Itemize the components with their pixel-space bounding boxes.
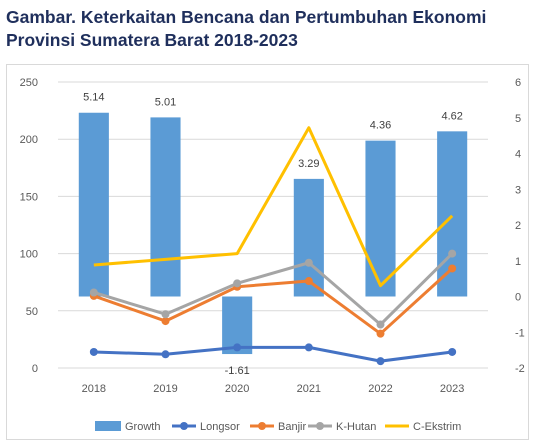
growth-data-label: 3.29 xyxy=(298,158,319,170)
chart-frame xyxy=(6,64,529,440)
series-point-longsor xyxy=(448,347,457,356)
right-tick-label: 3 xyxy=(515,184,521,196)
legend-label-c-ekstrim: C-Ekstrim xyxy=(413,421,461,433)
growth-data-label: 4.36 xyxy=(370,120,391,132)
right-tick-label: 6 xyxy=(515,77,521,89)
left-tick-label: 0 xyxy=(32,363,38,375)
series-point-k-hutan xyxy=(448,249,457,258)
gridlines xyxy=(58,81,488,369)
x-tick-label: 2018 xyxy=(82,383,106,395)
x-tick-label: 2019 xyxy=(153,383,177,395)
series-line-k-hutan xyxy=(93,252,454,327)
series-point-longsor xyxy=(161,350,170,359)
series-point-longsor xyxy=(376,357,385,366)
legend-marker-banjir xyxy=(258,422,266,430)
left-tick-label: 250 xyxy=(20,77,38,89)
growth-bar xyxy=(78,112,109,297)
growth-data-labels: 5.14 5.01 -1.61 3.29 4.36 4.62 xyxy=(83,92,463,377)
legend-label-k-hutan: K-Hutan xyxy=(336,421,376,433)
series-line-longsor xyxy=(93,345,453,363)
series-point-k-hutan xyxy=(161,310,170,319)
right-tick-label: 2 xyxy=(515,220,521,232)
growth-data-label: -1.61 xyxy=(225,365,250,377)
series-point-k-hutan xyxy=(304,258,313,267)
series-point-k-hutan xyxy=(89,288,98,297)
series-point-k-hutan xyxy=(233,279,242,288)
series-point-longsor xyxy=(233,343,242,352)
growth-bar xyxy=(150,117,181,297)
x-axis: 2018 2019 2020 2021 2022 2023 xyxy=(82,383,465,395)
left-tick-label: 100 xyxy=(20,249,38,261)
series-point-k-hutan xyxy=(376,320,385,329)
legend-marker-k-hutan xyxy=(316,422,324,430)
left-axis: 0 50 100 150 200 250 xyxy=(20,77,38,375)
series-point-longsor xyxy=(304,343,313,352)
series-point-banjir xyxy=(304,277,313,286)
chart-title: Gambar. Keterkaitan Bencana dan Pertumbu… xyxy=(6,7,487,50)
x-tick-label: 2021 xyxy=(297,383,321,395)
right-tick-label: -2 xyxy=(515,363,525,375)
x-tick-label: 2023 xyxy=(440,383,464,395)
legend-marker-longsor xyxy=(180,422,188,430)
legend-swatch-growth xyxy=(95,421,121,431)
series-point-banjir xyxy=(376,329,385,338)
growth-data-label: 4.62 xyxy=(441,110,462,122)
line-series xyxy=(89,126,457,366)
legend-label-banjir: Banjir xyxy=(278,421,306,433)
right-tick-label: 5 xyxy=(515,113,521,125)
right-tick-label: 4 xyxy=(515,149,521,161)
right-tick-label: 0 xyxy=(515,292,521,304)
series-line-banjir xyxy=(93,267,454,336)
series-line-c-ekstrim xyxy=(93,126,454,288)
right-tick-label: 1 xyxy=(515,256,521,268)
growth-bar xyxy=(293,178,324,297)
series-point-longsor xyxy=(89,347,98,356)
right-axis: -2 -1 0 1 2 3 4 5 6 xyxy=(515,77,525,375)
legend-label-longsor: Longsor xyxy=(200,421,240,433)
legend: Growth Longsor Banjir K-Hutan C-Ekstrim xyxy=(95,421,461,433)
x-tick-label: 2022 xyxy=(368,383,392,395)
x-tick-label: 2020 xyxy=(225,383,249,395)
right-tick-label: -1 xyxy=(515,327,525,339)
growth-data-label: 5.01 xyxy=(155,96,176,108)
left-tick-label: 50 xyxy=(26,306,38,318)
series-point-banjir xyxy=(161,317,170,326)
growth-bar xyxy=(365,140,396,297)
left-tick-label: 200 xyxy=(20,134,38,146)
left-tick-label: 150 xyxy=(20,191,38,203)
legend-label-growth: Growth xyxy=(125,421,160,433)
growth-data-label: 5.14 xyxy=(83,92,104,104)
growth-bars xyxy=(78,112,468,355)
series-point-banjir xyxy=(448,264,457,273)
